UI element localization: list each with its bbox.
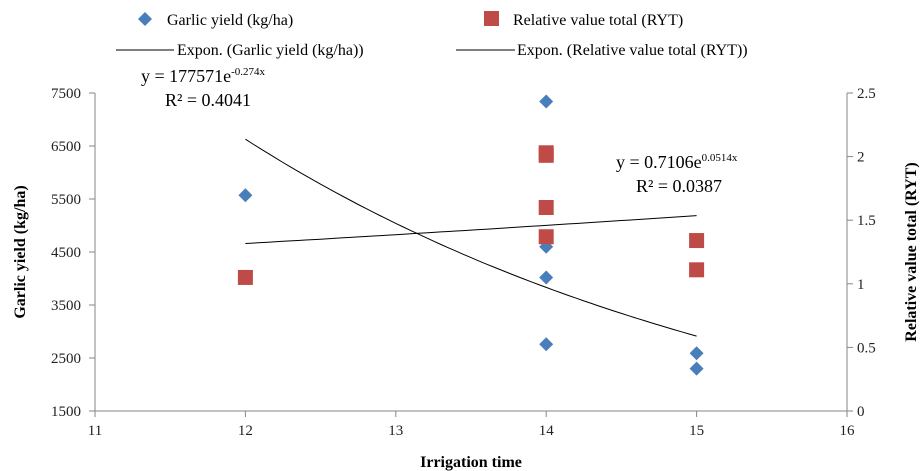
ryt-point	[538, 199, 554, 215]
x-tick-label: 15	[689, 423, 704, 439]
right-y-ticks: 0 0.5 1 1.5 2 2.5	[847, 86, 876, 420]
left-y-tick-label: 1500	[51, 404, 81, 420]
ryt-point	[689, 233, 705, 249]
x-tick-label: 14	[539, 423, 555, 439]
garlic-yield-point	[539, 337, 554, 352]
garlic-yield-point	[689, 361, 704, 376]
ryt-trendline	[245, 215, 697, 244]
left-y-ticks: 1500 2500 3500 4500 5500 6500 7500	[51, 86, 95, 420]
legend: Garlic yield (kg/ha) Relative value tota…	[116, 11, 748, 59]
data-points	[237, 94, 705, 376]
ryt-trend-r2: R² = 0.0387	[636, 176, 722, 196]
right-y-axis-title: Relative value total (RYT)	[903, 162, 920, 341]
right-y-tick-label: 1	[857, 277, 865, 293]
x-axis-title: Irrigation time	[420, 454, 522, 471]
equation-base: y = 177571e	[141, 66, 231, 86]
legend-label-ryt: Relative value total (RYT)	[513, 12, 683, 29]
x-ticks: 11 12 13 14 15 16	[88, 411, 855, 439]
garlic-yield-point	[238, 188, 253, 203]
x-tick-label: 13	[388, 423, 403, 439]
ryt-point	[538, 147, 554, 163]
left-y-tick-label: 5500	[51, 192, 81, 208]
garlic-yield-trendline	[245, 138, 697, 337]
x-tick-label: 12	[238, 423, 253, 439]
legend-label-garlic-trend: Expon. (Garlic yield (kg/ha))	[177, 42, 364, 59]
ryt-point	[538, 229, 554, 245]
legend-label-garlic-yield: Garlic yield (kg/ha)	[167, 12, 293, 29]
garlic-yield-point	[539, 270, 554, 285]
left-y-tick-label: 3500	[51, 298, 81, 314]
legend-item-ryt: Relative value total (RYT)	[484, 11, 683, 29]
right-y-tick-label: 1.5	[857, 213, 876, 229]
legend-diamond-marker	[138, 12, 152, 26]
garlic-trend-equation: y = 177571e-0.274x	[141, 66, 266, 86]
left-y-tick-label: 2500	[51, 351, 81, 367]
right-y-tick-label: 0	[857, 404, 865, 420]
left-y-tick-label: 6500	[51, 139, 81, 155]
equation-base: y = 0.7106e	[616, 152, 702, 172]
right-y-tick-label: 2	[857, 150, 865, 166]
ryt-trend-annotation: y = 0.7106e0.0514x R² = 0.0387	[616, 152, 738, 196]
garlic-trend-r2: R² = 0.4041	[165, 90, 251, 110]
left-y-axis-title: Garlic yield (kg/ha)	[12, 185, 29, 318]
right-y-tick-label: 0.5	[857, 340, 876, 356]
legend-square-marker	[484, 11, 499, 26]
left-y-tick-label: 7500	[51, 86, 81, 102]
garlic-trend-annotation: y = 177571e-0.274x R² = 0.4041	[141, 66, 266, 110]
equation-exponent: -0.274x	[231, 66, 265, 78]
garlic-yield-point	[689, 346, 704, 361]
x-tick-label: 11	[88, 423, 102, 439]
ryt-point	[689, 262, 705, 278]
left-y-tick-label: 4500	[51, 245, 81, 261]
ryt-trend-equation: y = 0.7106e0.0514x	[616, 152, 738, 172]
trendlines	[245, 138, 697, 337]
legend-label-ryt-trend: Expon. (Relative value total (RYT))	[517, 42, 748, 59]
legend-item-ryt-trend: Expon. (Relative value total (RYT))	[456, 42, 748, 59]
garlic-yield-point	[539, 94, 554, 109]
right-y-tick-label: 2.5	[857, 86, 876, 102]
legend-item-garlic-yield: Garlic yield (kg/ha)	[138, 12, 293, 29]
ryt-point	[237, 269, 253, 285]
x-tick-label: 16	[840, 423, 856, 439]
equation-exponent: 0.0514x	[702, 152, 738, 164]
legend-item-garlic-trend: Expon. (Garlic yield (kg/ha))	[116, 42, 364, 59]
